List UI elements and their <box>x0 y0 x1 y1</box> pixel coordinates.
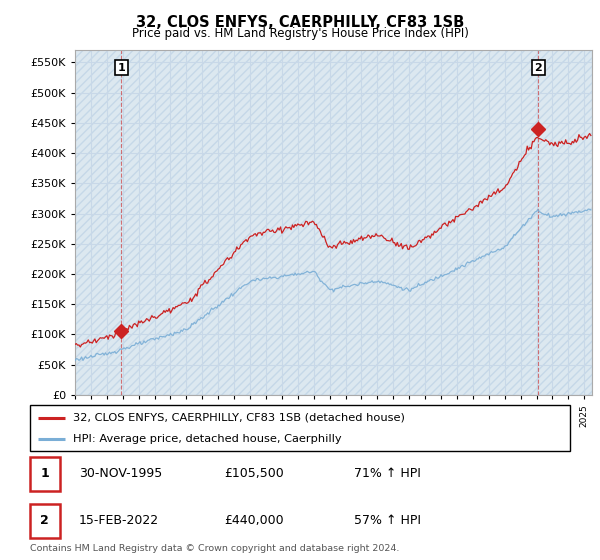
Text: 1: 1 <box>118 63 125 73</box>
Text: 32, CLOS ENFYS, CAERPHILLY, CF83 1SB: 32, CLOS ENFYS, CAERPHILLY, CF83 1SB <box>136 15 464 30</box>
Text: Contains HM Land Registry data © Crown copyright and database right 2024.: Contains HM Land Registry data © Crown c… <box>30 544 400 553</box>
Text: 32, CLOS ENFYS, CAERPHILLY, CF83 1SB (detached house): 32, CLOS ENFYS, CAERPHILLY, CF83 1SB (de… <box>73 413 405 423</box>
Text: £105,500: £105,500 <box>224 467 284 480</box>
Text: HPI: Average price, detached house, Caerphilly: HPI: Average price, detached house, Caer… <box>73 435 342 444</box>
Text: 2: 2 <box>40 514 49 528</box>
Text: Price paid vs. HM Land Registry's House Price Index (HPI): Price paid vs. HM Land Registry's House … <box>131 27 469 40</box>
Text: £440,000: £440,000 <box>224 514 284 528</box>
Text: 1: 1 <box>40 467 49 480</box>
Text: 57% ↑ HPI: 57% ↑ HPI <box>354 514 421 528</box>
Text: 30-NOV-1995: 30-NOV-1995 <box>79 467 162 480</box>
Text: 2: 2 <box>535 63 542 73</box>
Bar <box>30 504 60 538</box>
Text: 15-FEB-2022: 15-FEB-2022 <box>79 514 159 528</box>
Text: 71% ↑ HPI: 71% ↑ HPI <box>354 467 421 480</box>
Bar <box>30 457 60 491</box>
